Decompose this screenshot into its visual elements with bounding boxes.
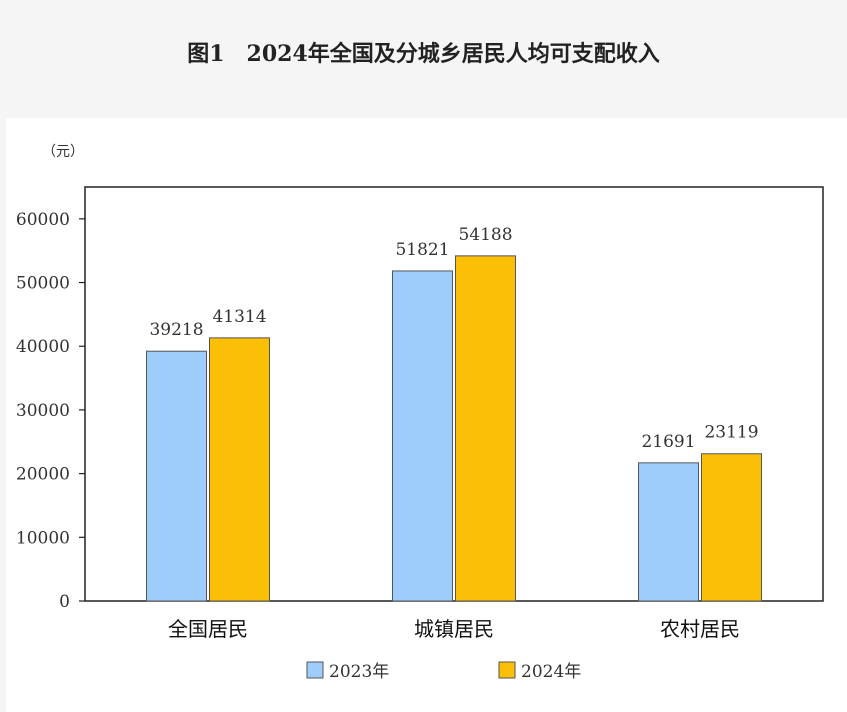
y-tick-label: 20000 [16,465,70,485]
y-tick-label: 0 [59,592,70,612]
y-tick-label: 40000 [16,337,70,357]
bar-y2024 [455,255,516,602]
plot-frame [84,186,824,602]
bar-y2023 [146,350,207,602]
bar-value-label: 54188 [458,225,512,245]
chart-title: 图1 2024年全国及分城乡居民人均可支配收入 [187,41,660,67]
legend-label: 2023年 [329,662,389,682]
chart-title-bar: 图1 2024年全国及分城乡居民人均可支配收入 [0,0,847,118]
bar-value-label: 21691 [641,432,695,452]
bar-value-label: 41314 [212,307,266,327]
x-category-label: 全国居民 [168,617,248,641]
bar-y2023 [392,270,453,602]
bar-y2024 [701,453,762,602]
legend-swatch [498,661,516,679]
bar-value-label: 39218 [149,320,203,340]
y-tick-label: 60000 [16,210,70,230]
bar-y2024 [209,337,270,602]
y-tick-label: 30000 [16,401,70,421]
legend-label: 2024年 [521,662,581,682]
x-category-label: 农村居民 [660,617,740,641]
x-category-label: 城镇居民 [414,617,494,641]
y-tick-label: 10000 [16,528,70,548]
y-tick-label: 50000 [16,274,70,294]
bar-y2023 [638,462,699,602]
legend-swatch [306,661,324,679]
y-unit-label: （元） [42,144,84,160]
bar-value-label: 51821 [395,240,449,260]
bar-value-label: 23119 [704,423,758,443]
